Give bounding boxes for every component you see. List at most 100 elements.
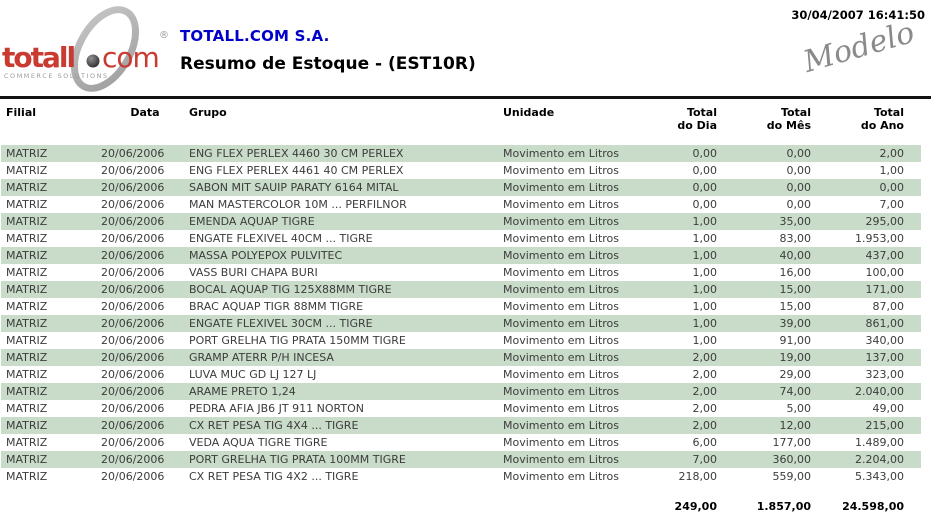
company-name: TOTALL.COM S.A. [180, 27, 330, 45]
cell-total-dia: 2,00 [692, 402, 718, 415]
header-line: do Dia [677, 119, 717, 132]
table-row: MATRIZ 20/06/2006 SABON MIT SAUIP PARATY… [1, 179, 921, 196]
cell-filial: MATRIZ [6, 436, 48, 449]
cell-grupo: MAN MASTERCOLOR 10M ... PERFILNOR [189, 198, 407, 211]
cell-data: 20/06/2006 [101, 215, 165, 228]
logo-dot [86, 54, 100, 68]
cell-total-dia: 1,00 [692, 215, 718, 228]
cell-total-ano: 323,00 [865, 368, 905, 381]
totall-logo: totall com ® COMMERCE SOLUTIONS [2, 6, 169, 92]
table-row: MATRIZ 20/06/2006 ENGATE FLEXIVEL 30CM .… [1, 315, 921, 332]
cell-filial: MATRIZ [6, 198, 48, 211]
grand-total-ano: 24.598,00 [842, 499, 904, 513]
cell-total-mes: 177,00 [772, 436, 812, 449]
cell-data: 20/06/2006 [101, 249, 165, 262]
table-row: MATRIZ 20/06/2006 CX RET PESA TIG 4X4 ..… [1, 417, 921, 434]
cell-grupo: ENG FLEX PERLEX 4460 30 CM PERLEX [189, 147, 404, 160]
logo-registered-icon: ® [159, 30, 169, 41]
cell-data: 20/06/2006 [101, 266, 165, 279]
cell-unidade: Movimento em Litros [503, 368, 619, 381]
cell-total-ano: 2,00 [879, 147, 905, 160]
cell-unidade: Movimento em Litros [503, 436, 619, 449]
cell-total-dia: 1,00 [692, 249, 718, 262]
cell-total-mes: 0,00 [786, 147, 812, 160]
cell-filial: MATRIZ [6, 368, 48, 381]
cell-grupo: CX RET PESA TIG 4X2 ... TIGRE [189, 470, 359, 483]
cell-data: 20/06/2006 [101, 402, 165, 415]
print-timestamp: 30/04/2007 16:41:50 [791, 8, 925, 22]
cell-total-mes: 74,00 [779, 385, 812, 398]
column-header-total-ano: Total do Ano [811, 106, 921, 145]
cell-unidade: Movimento em Litros [503, 215, 619, 228]
cell-total-dia: 1,00 [692, 283, 718, 296]
cell-total-mes: 0,00 [786, 198, 812, 211]
cell-unidade: Movimento em Litros [503, 470, 619, 483]
table-footer: 249,00 1.857,00 24.598,00 [1, 485, 921, 515]
cell-unidade: Movimento em Litros [503, 232, 619, 245]
cell-total-mes: 15,00 [779, 300, 812, 313]
cell-data: 20/06/2006 [101, 419, 165, 432]
cell-total-ano: 295,00 [865, 215, 905, 228]
totals-spacer [189, 485, 503, 515]
cell-grupo: MASSA POLYEPOX PULVITEC [189, 249, 343, 262]
header-line: Total [873, 106, 904, 119]
cell-grupo: PEDRA AFIA JB6 JT 911 NORTON [189, 402, 364, 415]
cell-data: 20/06/2006 [101, 232, 165, 245]
cell-total-dia: 7,00 [692, 453, 718, 466]
table-row: MATRIZ 20/06/2006 CX RET PESA TIG 4X2 ..… [1, 468, 921, 485]
cell-data: 20/06/2006 [101, 368, 165, 381]
cell-total-ano: 437,00 [865, 249, 905, 262]
cell-total-mes: 19,00 [779, 351, 812, 364]
cell-data: 20/06/2006 [101, 181, 165, 194]
cell-filial: MATRIZ [6, 351, 48, 364]
table-row: MATRIZ 20/06/2006 ARAME PRETO 1,24 Movim… [1, 383, 921, 400]
cell-total-mes: 15,00 [779, 283, 812, 296]
cell-total-dia: 218,00 [678, 470, 718, 483]
cell-total-dia: 2,00 [692, 385, 718, 398]
totals-spacer [503, 485, 626, 515]
cell-total-mes: 559,00 [772, 470, 812, 483]
cell-unidade: Movimento em Litros [503, 300, 619, 313]
cell-total-mes: 35,00 [779, 215, 812, 228]
cell-unidade: Movimento em Litros [503, 266, 619, 279]
header-line: Total [686, 106, 717, 119]
cell-unidade: Movimento em Litros [503, 283, 619, 296]
column-header-total-dia: Total do Dia [626, 106, 717, 145]
cell-unidade: Movimento em Litros [503, 147, 619, 160]
cell-total-ano: 2.204,00 [855, 453, 904, 466]
table-row: MATRIZ 20/06/2006 GRAMP ATERR P/H INCESA… [1, 349, 921, 366]
table-row: MATRIZ 20/06/2006 MASSA POLYEPOX PULVITE… [1, 247, 921, 264]
cell-total-dia: 0,00 [692, 198, 718, 211]
header-divider [0, 96, 931, 99]
cell-grupo: GRAMP ATERR P/H INCESA [189, 351, 334, 364]
cell-total-ano: 7,00 [879, 198, 905, 211]
cell-grupo: CX RET PESA TIG 4X4 ... TIGRE [189, 419, 359, 432]
cell-unidade: Movimento em Litros [503, 334, 619, 347]
cell-filial: MATRIZ [6, 419, 48, 432]
totals-spacer [101, 485, 189, 515]
cell-data: 20/06/2006 [101, 351, 165, 364]
cell-total-ano: 215,00 [865, 419, 905, 432]
cell-total-mes: 0,00 [786, 164, 812, 177]
cell-data: 20/06/2006 [101, 147, 165, 160]
cell-total-dia: 1,00 [692, 317, 718, 330]
cell-filial: MATRIZ [6, 215, 48, 228]
logo-swoosh-ellipse [70, 6, 140, 92]
cell-filial: MATRIZ [6, 181, 48, 194]
table-row: MATRIZ 20/06/2006 MAN MASTERCOLOR 10M ..… [1, 196, 921, 213]
cell-grupo: ENGATE FLEXIVEL 40CM ... TIGRE [189, 232, 373, 245]
table-row: MATRIZ 20/06/2006 ENG FLEX PERLEX 4460 3… [1, 145, 921, 162]
cell-total-dia: 1,00 [692, 232, 718, 245]
totals-row: 249,00 1.857,00 24.598,00 [1, 485, 921, 515]
cell-total-ano: 171,00 [865, 283, 905, 296]
cell-data: 20/06/2006 [101, 164, 165, 177]
table-row: MATRIZ 20/06/2006 ENG FLEX PERLEX 4461 4… [1, 162, 921, 179]
cell-unidade: Movimento em Litros [503, 198, 619, 211]
cell-total-mes: 39,00 [779, 317, 812, 330]
cell-total-ano: 87,00 [872, 300, 905, 313]
cell-grupo: LUVA MUC GD LJ 127 LJ [189, 368, 317, 381]
grand-total-mes: 1.857,00 [756, 499, 811, 513]
table-body: MATRIZ 20/06/2006 ENG FLEX PERLEX 4460 3… [1, 145, 921, 485]
cell-grupo: ARAME PRETO 1,24 [189, 385, 296, 398]
cell-total-ano: 0,00 [879, 181, 905, 194]
